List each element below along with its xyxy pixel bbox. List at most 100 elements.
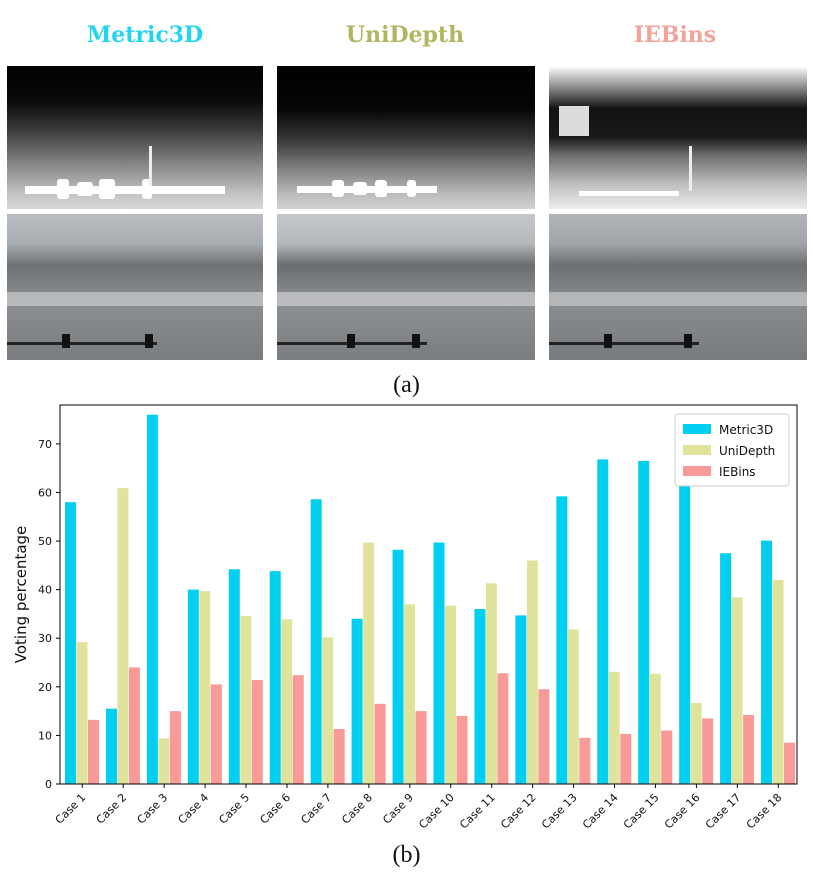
bar-unidepth-10 [445, 605, 456, 784]
bar-unidepth-6 [281, 619, 293, 784]
scene-photo-metric3d [7, 214, 263, 360]
bar-iebins-3 [169, 711, 181, 784]
bar-metric3d-18 [761, 540, 773, 784]
x-tick-label: Case 3 [135, 791, 171, 827]
bar-iebins-12 [538, 689, 550, 784]
bar-unidepth-17 [731, 597, 743, 784]
bar-metric3d-4 [187, 589, 199, 784]
bar-metric3d-3 [146, 414, 158, 784]
legend: Metric3D UniDepth IEBins [674, 413, 790, 487]
bar-unidepth-14 [608, 671, 620, 784]
bar-metric3d-9 [392, 549, 404, 784]
bar-metric3d-5 [228, 569, 240, 784]
x-tick-label: Case 1 [53, 791, 89, 827]
bar-iebins-10 [456, 715, 468, 784]
x-tick-label: Case 12 [498, 791, 539, 832]
bar-unidepth-4 [199, 591, 211, 784]
bar-unidepth-8 [363, 542, 375, 784]
bar-unidepth-9 [404, 604, 416, 784]
x-tick-label: Case 10 [416, 791, 457, 832]
y-tick-label: 10 [38, 729, 52, 742]
bar-unidepth-2 [117, 488, 129, 784]
scene-photo-unidepth [277, 214, 535, 360]
legend-swatch-metric3d [683, 424, 711, 434]
bar-unidepth-7 [322, 637, 334, 784]
x-tick-label: Case 11 [457, 791, 498, 832]
bar-metric3d-6 [269, 571, 281, 784]
bar-unidepth-13 [567, 629, 579, 784]
caption-b: (b) [392, 842, 421, 868]
x-tick-label: Case 6 [257, 791, 293, 827]
y-tick-label: 70 [38, 438, 52, 451]
bar-iebins-18 [784, 742, 796, 784]
bar-metric3d-2 [105, 708, 117, 784]
x-tick-label: Case 2 [94, 791, 130, 827]
method-title-unidepth: UniDepth [345, 22, 465, 48]
scene-photo-iebins [549, 214, 807, 360]
bar-iebins-15 [661, 730, 673, 784]
bar-unidepth-5 [240, 615, 252, 784]
bar-iebins-17 [743, 715, 755, 784]
y-tick-label: 40 [38, 584, 52, 597]
y-axis-label: Voting percentage [12, 526, 30, 664]
bar-iebins-4 [210, 684, 222, 784]
y-tick-label: 20 [38, 681, 52, 694]
bar-unidepth-3 [158, 738, 170, 784]
bar-unidepth-1 [76, 642, 88, 784]
bar-iebins-16 [702, 718, 714, 784]
bar-unidepth-12 [526, 560, 538, 784]
bar-iebins-9 [415, 711, 427, 784]
y-tick-label: 50 [38, 535, 52, 548]
bar-unidepth-16 [690, 702, 702, 784]
bar-iebins-5 [251, 680, 263, 784]
method-title-metric3d: Metric3D [86, 22, 204, 48]
depth-map-iebins [549, 66, 807, 209]
depth-map-unidepth [277, 66, 535, 209]
bar-iebins-1 [88, 719, 99, 784]
x-tick-label: Case 17 [703, 791, 744, 832]
bar-iebins-8 [374, 703, 386, 784]
plot-frame [59, 404, 798, 785]
x-tick-label: Case 7 [298, 791, 334, 827]
legend-label-metric3d: Metric3D [719, 423, 773, 437]
method-title-iebins: IEBins [633, 22, 717, 48]
bar-metric3d-15 [638, 460, 650, 784]
legend-swatch-iebins [683, 466, 711, 476]
x-tick-label: Case 9 [380, 791, 416, 827]
y-tick-label: 0 [45, 778, 52, 791]
bar-metric3d-13 [556, 496, 568, 784]
bar-metric3d-8 [351, 618, 363, 784]
depth-map-metric3d [7, 66, 263, 209]
bar-unidepth-11 [485, 583, 497, 784]
x-tick-label: Case 4 [176, 791, 212, 827]
bar-iebins-11 [497, 673, 509, 784]
y-tick-label: 30 [38, 632, 52, 645]
bar-metric3d-12 [515, 615, 527, 784]
legend-label-unidepth: UniDepth [719, 444, 775, 458]
bar-iebins-6 [292, 675, 304, 784]
x-tick-label: Case 14 [580, 791, 621, 832]
x-tick-label: Case 8 [339, 791, 375, 827]
x-tick-label: Case 16 [662, 791, 703, 832]
x-tick-label: Case 13 [539, 791, 580, 832]
bar-metric3d-7 [310, 499, 322, 784]
bar-metric3d-1 [65, 502, 76, 784]
legend-label-iebins: IEBins [719, 465, 756, 479]
x-tick-label: Case 15 [621, 791, 662, 832]
bar-metric3d-17 [720, 553, 732, 784]
x-tick-label: Case 5 [216, 791, 252, 827]
y-tick-label: 60 [38, 486, 52, 499]
bar-iebins-13 [579, 737, 591, 784]
caption-a: (a) [393, 372, 420, 398]
legend-swatch-unidepth [683, 445, 711, 455]
bar-metric3d-11 [474, 609, 486, 784]
bar-iebins-14 [620, 733, 632, 784]
bar-iebins-7 [333, 729, 345, 784]
bar-metric3d-14 [597, 459, 609, 784]
x-tick-label: Case 18 [744, 791, 785, 832]
bar-metric3d-16 [679, 444, 691, 784]
bar-unidepth-15 [649, 673, 661, 784]
bar-iebins-2 [128, 667, 140, 784]
bar-unidepth-18 [772, 579, 784, 784]
